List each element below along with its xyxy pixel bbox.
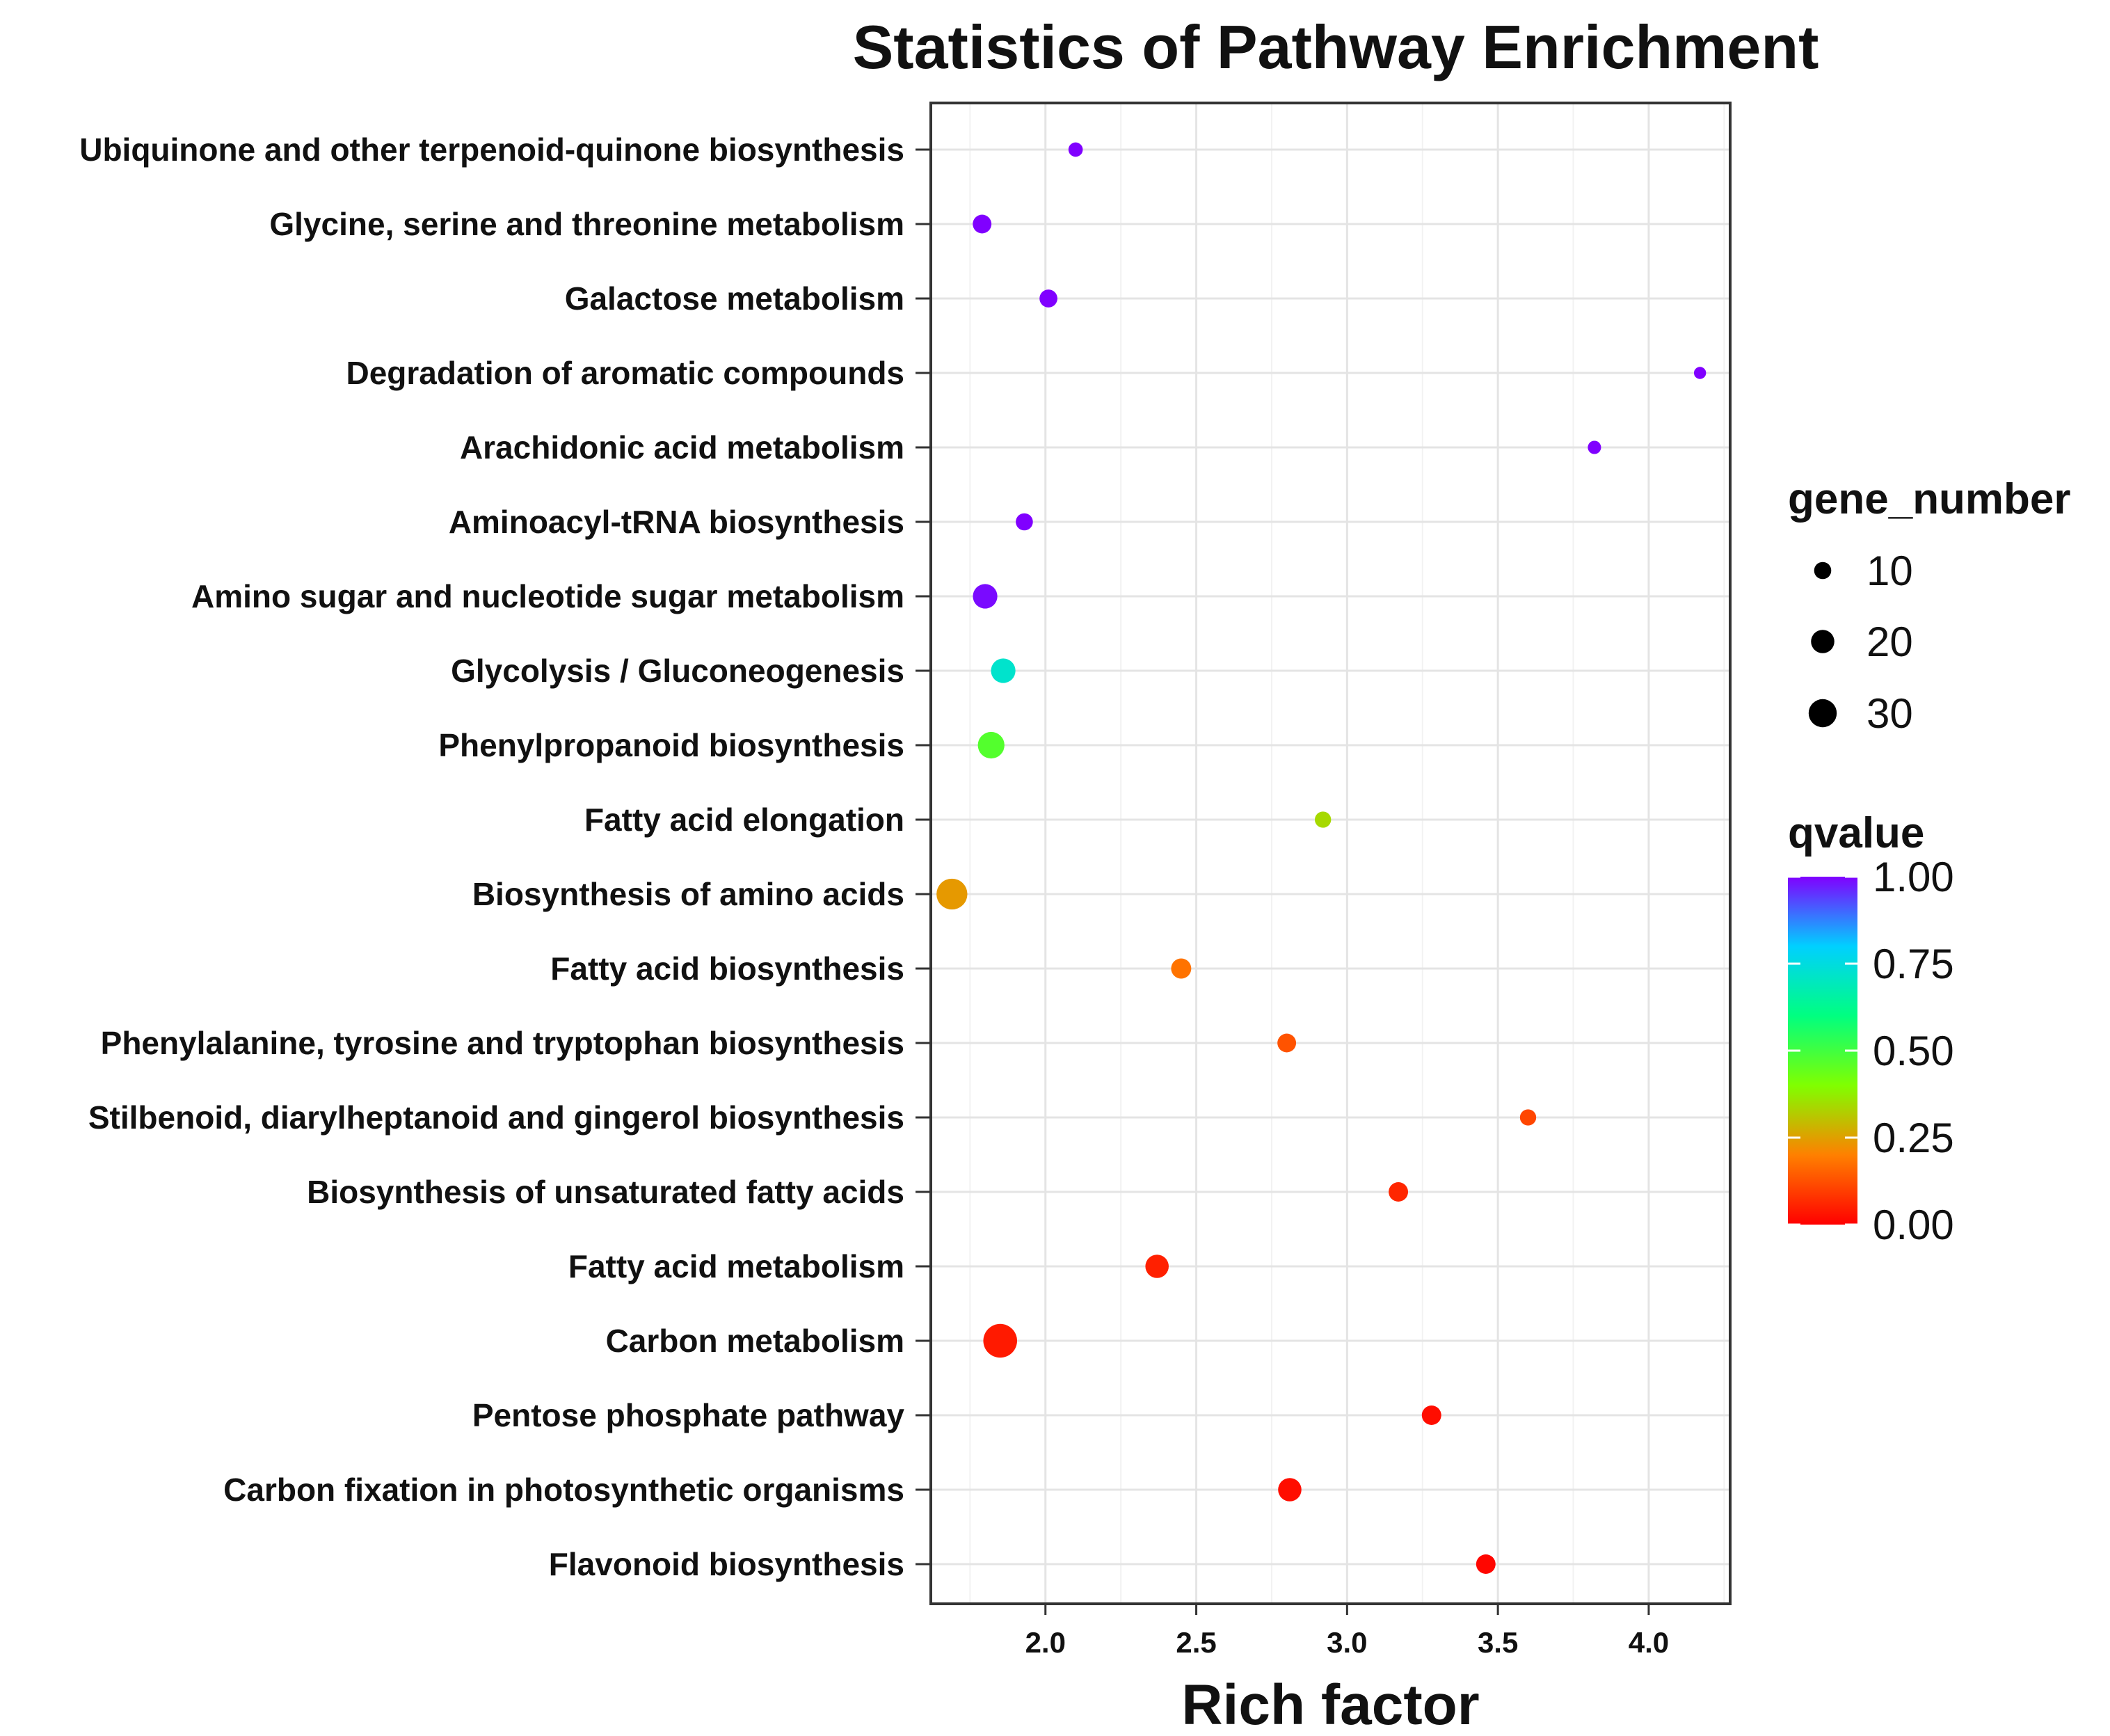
- x-tick-label: 4.0: [1629, 1626, 1669, 1659]
- size-legend-title: gene_number: [1788, 475, 2071, 523]
- pathway-label: Arachidonic acid metabolism: [460, 429, 904, 465]
- x-axis-title: Rich factor: [1181, 1673, 1479, 1736]
- size-legend-label: 20: [1867, 619, 1913, 665]
- data-point: [1277, 1033, 1297, 1053]
- data-point: [1314, 811, 1332, 828]
- size-legend-label: 10: [1867, 548, 1913, 594]
- color-tick-label: 0.75: [1873, 941, 1954, 987]
- data-point: [973, 214, 992, 234]
- data-point: [1693, 367, 1707, 379]
- color-tick-label: 0.00: [1873, 1202, 1954, 1248]
- size-legend-dot: [1811, 630, 1835, 653]
- pathway-label: Fatty acid biosynthesis: [550, 950, 904, 987]
- pathway-label: Glycolysis / Gluconeogenesis: [451, 653, 904, 689]
- size-legend: gene_number 10 20 30: [1788, 475, 2071, 737]
- pathway-label: Degradation of aromatic compounds: [346, 355, 904, 391]
- data-point: [983, 1323, 1017, 1358]
- x-axis: 2.0 2.5 3.0 3.5 4.0: [1025, 1604, 1669, 1659]
- x-tick-label: 2.5: [1176, 1626, 1216, 1659]
- data-point: [1476, 1554, 1496, 1574]
- data-point: [1389, 1182, 1409, 1202]
- data-point: [1039, 289, 1057, 308]
- grid-lines: [931, 103, 1730, 1604]
- pathway-label: Flavonoid biosynthesis: [549, 1546, 904, 1582]
- data-point: [1421, 1405, 1441, 1425]
- color-legend-title: qvalue: [1788, 809, 1924, 857]
- color-tick-label: 0.25: [1873, 1115, 1954, 1161]
- size-legend-dot: [1814, 562, 1832, 580]
- data-point: [1588, 440, 1601, 454]
- data-point: [973, 584, 998, 609]
- pathway-label: Glycine, serine and threonine metabolism: [269, 206, 904, 242]
- size-legend-dot: [1808, 699, 1837, 728]
- pathway-label: Carbon metabolism: [606, 1323, 904, 1359]
- data-point: [1016, 513, 1033, 531]
- pathway-label: Aminoacyl-tRNA biosynthesis: [449, 504, 904, 540]
- category-axis: Ubiquinone and other terpenoid-quinone b…: [79, 132, 931, 1582]
- pathway-label: Biosynthesis of unsaturated fatty acids: [307, 1174, 904, 1210]
- data-point: [1145, 1255, 1169, 1278]
- pathway-label: Galactose metabolism: [565, 280, 904, 317]
- pathway-label: Biosynthesis of amino acids: [472, 876, 904, 912]
- data-point: [936, 878, 968, 910]
- data-point: [977, 731, 1005, 759]
- data-point: [1519, 1109, 1537, 1126]
- pathway-label: Amino sugar and nucleotide sugar metabol…: [191, 578, 904, 614]
- pathway-label: Stilbenoid, diarylheptanoid and gingerol…: [88, 1099, 904, 1136]
- data-point: [991, 658, 1016, 683]
- pathway-label: Phenylpropanoid biosynthesis: [438, 727, 904, 763]
- data-point: [1171, 958, 1192, 979]
- size-legend-label: 30: [1867, 690, 1913, 737]
- color-legend: qvalue 1.00 0.75 0.50 0.25 0.00: [1788, 809, 1954, 1248]
- chart-title: Statistics of Pathway Enrichment: [853, 13, 1819, 81]
- data-points: [936, 142, 1707, 1574]
- plot-frame: [929, 102, 1732, 1605]
- x-tick-label: 3.0: [1327, 1626, 1367, 1659]
- color-tick-label: 1.00: [1873, 854, 1954, 900]
- pathway-label: Ubiquinone and other terpenoid-quinone b…: [79, 132, 904, 168]
- pathway-label: Fatty acid metabolism: [568, 1248, 904, 1284]
- data-point: [1068, 142, 1083, 157]
- pathway-label: Carbon fixation in photosynthetic organi…: [223, 1472, 904, 1508]
- pathway-label: Pentose phosphate pathway: [472, 1397, 905, 1433]
- x-tick-label: 2.0: [1025, 1626, 1066, 1659]
- pathway-label: Phenylalanine, tyrosine and tryptophan b…: [101, 1025, 904, 1061]
- color-tick-label: 0.50: [1873, 1028, 1954, 1074]
- x-tick-label: 3.5: [1478, 1626, 1518, 1659]
- data-point: [1278, 1478, 1302, 1502]
- pathway-label: Fatty acid elongation: [584, 802, 904, 838]
